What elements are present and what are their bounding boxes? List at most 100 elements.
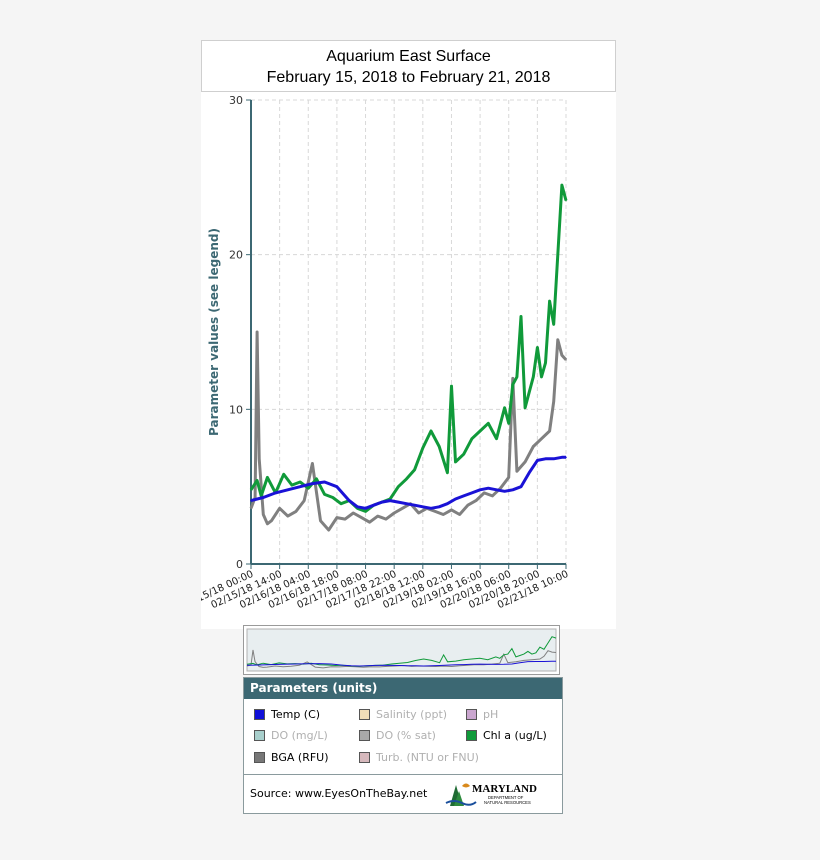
legend-item-turbidity[interactable]: Turb. (NTU or FNU) <box>359 751 479 765</box>
data-point-dosat <box>417 512 420 514</box>
y-tick-label: 10 <box>229 403 243 416</box>
data-point-dosat <box>483 492 485 494</box>
data-point-temp <box>262 496 265 499</box>
legend-label: Turb. (NTU or FNU) <box>376 751 479 764</box>
data-point-temp <box>311 482 314 485</box>
data-point-chl <box>536 346 539 349</box>
logo-wordmark: MARYLAND <box>472 783 537 795</box>
data-point-dosat <box>512 377 514 380</box>
legend-item-ph[interactable]: pH <box>466 708 498 722</box>
data-point-chl <box>487 422 490 425</box>
data-point-chl <box>495 437 498 440</box>
data-point-temp <box>250 499 252 502</box>
y-tick-label: 20 <box>229 249 243 262</box>
data-point-temp <box>544 458 547 460</box>
data-point-chl <box>507 422 510 425</box>
data-point-dosat <box>532 445 535 448</box>
legend-item-temp[interactable]: Temp (C) <box>254 708 320 722</box>
data-point-chl <box>430 430 432 432</box>
data-point-dosat <box>258 458 260 460</box>
data-point-dosat <box>360 516 363 519</box>
data-point-temp <box>336 485 338 488</box>
data-point-dosat <box>287 515 289 517</box>
data-point-dosat <box>516 470 518 473</box>
overview-navigator[interactable] <box>243 625 560 675</box>
legend-item-salinity[interactable]: Salinity (ppt) <box>359 708 447 722</box>
data-point-temp <box>536 459 539 462</box>
data-point-dosat <box>278 507 281 510</box>
legend-divider <box>244 774 562 775</box>
data-point-chl <box>532 376 535 378</box>
data-point-temp <box>413 504 416 507</box>
y-axis-label: Parameter values (see legend) <box>207 228 221 436</box>
data-point-chl <box>479 430 481 432</box>
data-point-chl <box>512 383 514 386</box>
legend-item-do-mgl[interactable]: DO (mg/L) <box>254 729 328 743</box>
series-line-temp <box>250 455 566 510</box>
data-point-chl <box>446 471 449 474</box>
data-point-dosat <box>377 515 379 517</box>
data-point-chl <box>413 468 416 471</box>
data-point-temp <box>512 488 514 491</box>
legend-item-do-sat[interactable]: DO (% sat) <box>359 729 436 743</box>
data-point-temp <box>405 502 408 505</box>
data-point-chl <box>422 447 424 449</box>
data-point-temp <box>397 501 400 503</box>
data-point-temp <box>287 488 289 491</box>
data-point-chl <box>516 376 518 378</box>
overview-window <box>246 628 557 672</box>
legend-label: BGA (RFU) <box>271 751 329 764</box>
data-point-chl <box>332 496 334 499</box>
data-point-temp <box>552 458 555 460</box>
data-point-dosat <box>548 430 551 432</box>
data-point-dosat <box>295 510 297 513</box>
data-point-dosat <box>524 461 526 463</box>
data-point-temp <box>446 502 449 505</box>
overview-chart[interactable] <box>244 626 559 674</box>
source-link[interactable]: Source: www.EyesOnTheBay.net <box>250 787 428 800</box>
legend-item-bga[interactable]: BGA (RFU) <box>254 751 329 765</box>
data-point-dosat <box>401 507 404 510</box>
data-point-temp <box>471 492 473 494</box>
data-point-chl <box>520 315 522 318</box>
data-point-temp <box>495 488 498 491</box>
data-point-dosat <box>393 512 395 514</box>
data-point-chl <box>561 184 563 186</box>
data-point-dosat <box>458 513 461 516</box>
data-point-chl <box>260 495 263 497</box>
data-point-chl <box>540 376 543 378</box>
legend-label: DO (% sat) <box>376 729 436 742</box>
data-point-dosat <box>499 487 502 490</box>
legend-label: pH <box>483 708 499 721</box>
data-point-dosat <box>352 512 355 514</box>
data-point-dosat <box>344 518 346 520</box>
chart-title-line2: February 15, 2018 to February 21, 2018 <box>266 69 551 86</box>
legend-swatch <box>466 730 477 741</box>
data-point-temp <box>389 499 391 502</box>
y-tick-label: 30 <box>229 94 243 107</box>
data-point-dosat <box>450 509 453 511</box>
series-line-dosat <box>249 330 568 532</box>
data-point-dosat <box>262 513 265 516</box>
data-point-temp <box>503 490 506 493</box>
data-point-chl <box>462 453 465 455</box>
legend-label: DO (mg/L) <box>271 729 328 742</box>
logo-sub1: DEPARTMENT OF <box>488 795 524 800</box>
data-point-chl <box>266 476 269 479</box>
data-point-chl <box>565 199 567 202</box>
legend-panel: Parameters (units) Temp (C) Salinity (pp… <box>243 677 563 814</box>
maryland-dnr-logo: MARYLAND DEPARTMENT OF NATURAL RESOURCES <box>445 783 537 806</box>
legend-item-chl[interactable]: Chl a (ug/L) <box>466 729 547 743</box>
data-point-chl <box>315 478 318 480</box>
data-point-dosat <box>434 510 436 513</box>
chart-title-line1: Aquarium East Surface <box>326 48 491 65</box>
legend-swatch <box>254 709 265 720</box>
data-point-temp <box>372 504 375 507</box>
data-point-chl <box>544 362 547 364</box>
data-point-dosat <box>336 516 338 519</box>
data-point-dosat <box>266 522 269 525</box>
data-point-temp <box>487 487 490 490</box>
data-point-dosat <box>368 521 371 524</box>
overview-line-temp <box>246 660 556 667</box>
